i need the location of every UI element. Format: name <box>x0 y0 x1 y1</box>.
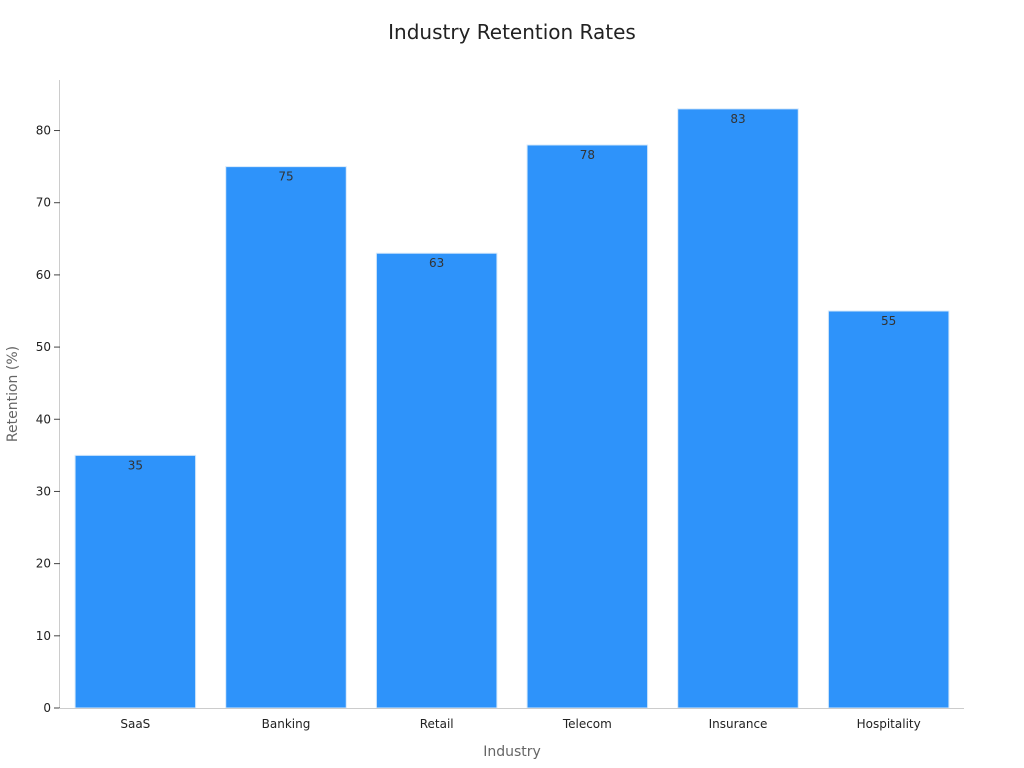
bar-insurance <box>677 108 799 709</box>
y-tick-label-80: 80 <box>36 124 51 138</box>
bar-saas <box>74 454 197 709</box>
x-axis: SaaS Banking Retail Telecom Insurance Hospita… <box>59 708 964 731</box>
y-tick-label-40: 40 <box>36 412 51 426</box>
data-label-retail: 63 <box>429 256 444 270</box>
chart-title: Industry Retention Rates <box>388 20 636 44</box>
x-axis-title: Industry <box>483 744 541 760</box>
bar-telecom <box>526 144 649 709</box>
data-label-saas: 35 <box>128 458 143 472</box>
y-tick-label-30: 30 <box>36 484 51 498</box>
y-axis: 0 10 20 30 40 50 60 70 80 <box>36 80 60 715</box>
y-tick-label-70: 70 <box>36 196 51 210</box>
y-tick-label-50: 50 <box>36 340 51 354</box>
x-tick-label-saas: SaaS <box>120 717 150 731</box>
x-tick-label-hospitality: Hospitality <box>857 717 921 731</box>
data-label-telecom: 78 <box>580 148 595 162</box>
x-tick-label-insurance: Insurance <box>709 717 768 731</box>
data-label-banking: 75 <box>278 170 293 184</box>
data-label-insurance: 83 <box>730 112 745 126</box>
y-tick-label-60: 60 <box>36 268 51 282</box>
y-tick-label-10: 10 <box>36 629 51 643</box>
x-tick-label-telecom: Telecom <box>562 717 612 731</box>
x-tick-label-retail: Retail <box>420 717 454 731</box>
data-label-hospitality: 55 <box>881 314 896 328</box>
bar-retail <box>375 252 498 709</box>
y-tick-label-0: 0 <box>43 701 51 715</box>
y-tick-label-20: 20 <box>36 557 51 571</box>
bars-group: 35 75 63 78 83 55 <box>74 108 950 709</box>
y-axis-title: Retention (%) <box>5 346 21 442</box>
x-tick-label-banking: Banking <box>262 717 311 731</box>
bar-hospitality <box>827 310 950 709</box>
bar-banking <box>225 166 347 709</box>
